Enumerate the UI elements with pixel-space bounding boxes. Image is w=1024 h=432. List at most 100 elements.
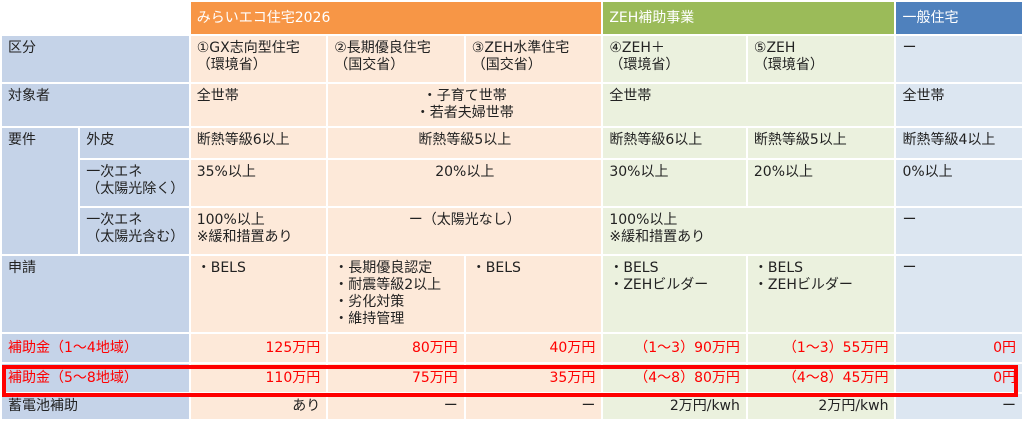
header-row: みらいエコ住宅2026 ZEH補助事業 一般住宅 xyxy=(2,2,1022,34)
row-label-chikuden: 蓄電池補助 xyxy=(2,394,189,419)
cell-taisho-gx: 全世帯 xyxy=(190,84,327,126)
subsidy-comparison-table: みらいエコ住宅2026 ZEH補助事業 一般住宅 区分 ①GX志向型住宅 （環境… xyxy=(2,2,1022,419)
cell-gaihi-zeh-plus: 断熱等級6以上 xyxy=(603,128,746,158)
row-gaihi: 要件 外皮 断熱等級6以上 断熱等級5以上 断熱等級6以上 断熱等級5以上 断熱… xyxy=(2,128,1022,254)
cell-ichiji-excl-choki-zeh: 20%以上 xyxy=(328,160,602,206)
cell-ichiji-excl-general: 0%以上 xyxy=(896,160,1022,206)
list-item: ・BELS xyxy=(753,260,804,276)
cell-subtext: （環境省） xyxy=(609,57,680,73)
row-shinsei: 申請 ・BELS ・長期優良認定 ・耐震等級2以上 ・劣化対策 ・維持管理 ・B… xyxy=(2,256,1022,332)
list-item: ・維持管理 xyxy=(334,311,405,327)
header-blank xyxy=(2,2,189,34)
cell-shinsei-gx: ・BELS xyxy=(190,256,327,332)
list-item: ・ZEHビルダー xyxy=(753,277,853,293)
row-label-shinsei: 申請 xyxy=(2,256,189,332)
row-label-yoken: 要件 xyxy=(2,128,79,254)
cell-hojo14-choki: 80万円 xyxy=(328,334,464,362)
header-zeh-subsidy: ZEH補助事業 xyxy=(603,2,895,34)
cell-hojo14-zeh-plus: （1～3）90万円 xyxy=(603,334,746,362)
cell-kubun-gx: ①GX志向型住宅 （環境省） xyxy=(190,36,327,82)
cell-shinsei-zeh: ・BELS ・ZEHビルダー xyxy=(747,256,895,332)
cell-chikuden-zeh-plus: 2万円/kwh xyxy=(603,394,746,419)
sub-label-gaihi: 外皮 xyxy=(80,128,189,158)
cell-taisho-choki-zeh: ・子育て世帯 ・若者夫婦世帯 xyxy=(328,84,602,126)
cell-text: ①GX志向型住宅 xyxy=(196,40,300,56)
cell-subtext: （環境省） xyxy=(753,57,824,73)
cell-hojo58-zeh-plus: （4～8）80万円 xyxy=(603,364,746,392)
cell-text: ・子育て世帯 xyxy=(422,88,507,104)
sub-label-ichiji-excl: 一次エネ （太陽光除く） xyxy=(80,160,189,206)
cell-hojo14-zeh: （1～3）55万円 xyxy=(747,334,895,362)
sub-label-ichiji-incl: 一次エネ （太陽光含む） xyxy=(80,208,189,254)
cell-text: ※緩和措置あり xyxy=(609,229,706,245)
cell-gaihi-choki-zeh: 断熱等級5以上 xyxy=(328,128,602,158)
cell-text: （太陽光含む） xyxy=(86,229,185,245)
list-item: ・劣化対策 xyxy=(334,294,405,310)
cell-text: ・若者夫婦世帯 xyxy=(415,105,514,121)
cell-chikuden-gx: あり xyxy=(190,394,327,419)
cell-hojo14-gx: 125万円 xyxy=(190,334,327,362)
cell-hojo14-general: 0円 xyxy=(896,334,1022,362)
cell-kubun-zeh-plus: ④ZEH＋ （環境省） xyxy=(603,36,746,82)
cell-hojo58-gx: 110万円 xyxy=(190,364,327,392)
cell-ichiji-incl-general: ー xyxy=(896,208,1022,254)
cell-subtext: （国交省） xyxy=(471,57,542,73)
cell-chikuden-zeh-suijun: ー xyxy=(465,394,602,419)
row-label-hojo-5-8: 補助金（5～8地域） xyxy=(2,364,189,392)
cell-text: ④ZEH＋ xyxy=(609,40,665,56)
cell-gaihi-zeh: 断熱等級5以上 xyxy=(747,128,895,158)
cell-hojo58-zeh: （4～8）45万円 xyxy=(747,364,895,392)
list-item: ・BELS xyxy=(609,260,659,276)
cell-shinsei-zeh-suijun: ・BELS xyxy=(465,256,602,332)
cell-gaihi-gx: 断熱等級6以上 xyxy=(190,128,327,158)
cell-text: ⑤ZEH xyxy=(753,40,796,56)
cell-shinsei-zeh-plus: ・BELS ・ZEHビルダー xyxy=(603,256,746,332)
cell-text: 一次エネ xyxy=(86,212,143,228)
list-item: ・長期優良認定 xyxy=(334,260,433,276)
cell-text: ③ZEH水準住宅 xyxy=(471,40,570,56)
row-ichiji-excl-solar: 一次エネ （太陽光除く） 35%以上 20%以上 30%以上 20%以上 0%以… xyxy=(2,160,1022,206)
cell-text: 100%以上 xyxy=(196,212,265,228)
cell-hojo14-zeh-suijun: 40万円 xyxy=(465,334,602,362)
cell-ichiji-excl-zeh-plus: 30%以上 xyxy=(603,160,746,206)
header-mirai-eco: みらいエコ住宅2026 xyxy=(190,2,602,34)
cell-hojo58-zeh-suijun: 35万円 xyxy=(465,364,602,392)
row-taisho: 対象者 全世帯 ・子育て世帯 ・若者夫婦世帯 全世帯 全世帯 xyxy=(2,84,1022,126)
cell-kubun-zeh-suijun: ③ZEH水準住宅 （国交省） xyxy=(465,36,602,82)
header-general-housing: 一般住宅 xyxy=(896,2,1022,34)
cell-hojo58-general: 0円 xyxy=(896,364,1022,392)
list-item: ・ZEHビルダー xyxy=(609,277,709,293)
cell-kubun-zeh: ⑤ZEH （環境省） xyxy=(747,36,895,82)
cell-text: ②長期優良住宅 xyxy=(334,40,431,56)
cell-ichiji-excl-gx: 35%以上 xyxy=(190,160,327,206)
cell-kubun-choki: ②長期優良住宅 （国交省） xyxy=(328,36,464,82)
cell-shinsei-choki: ・長期優良認定 ・耐震等級2以上 ・劣化対策 ・維持管理 xyxy=(328,256,464,332)
cell-ichiji-excl-zeh: 20%以上 xyxy=(747,160,895,206)
row-chikuden: 蓄電池補助 あり ー ー 2万円/kwh 2万円/kwh ー xyxy=(2,394,1022,419)
cell-ichiji-incl-choki-zeh: ー（太陽光なし） xyxy=(328,208,602,254)
row-hojo-5-8: 補助金（5～8地域） 110万円 75万円 35万円 （4～8）80万円 （4～… xyxy=(2,364,1022,392)
row-hojo-1-4: 補助金（1～4地域） 125万円 80万円 40万円 （1～3）90万円 （1～… xyxy=(2,334,1022,362)
cell-taisho-general: 全世帯 xyxy=(896,84,1022,126)
cell-chikuden-zeh: 2万円/kwh xyxy=(747,394,895,419)
cell-subtext: （国交省） xyxy=(334,57,405,73)
cell-subtext: （環境省） xyxy=(196,57,267,73)
cell-text: 一次エネ xyxy=(86,164,143,180)
cell-chikuden-choki: ー xyxy=(328,394,464,419)
cell-hojo58-choki: 75万円 xyxy=(328,364,464,392)
cell-ichiji-incl-gx: 100%以上 ※緩和措置あり xyxy=(190,208,327,254)
cell-text: （太陽光除く） xyxy=(86,181,185,197)
row-ichiji-incl-solar: 一次エネ （太陽光含む） 100%以上 ※緩和措置あり ー（太陽光なし） 100… xyxy=(2,208,1022,254)
list-item: ・耐震等級2以上 xyxy=(334,277,442,293)
row-label-taisho: 対象者 xyxy=(2,84,189,126)
cell-shinsei-general: ー xyxy=(896,256,1022,332)
cell-kubun-general: ー xyxy=(896,36,1022,82)
row-label-hojo-1-4: 補助金（1～4地域） xyxy=(2,334,189,362)
cell-ichiji-incl-zeh: 100%以上 ※緩和措置あり xyxy=(603,208,895,254)
cell-chikuden-general: ー xyxy=(896,394,1022,419)
cell-taisho-zeh: 全世帯 xyxy=(603,84,895,126)
cell-gaihi-general: 断熱等級4以上 xyxy=(896,128,1022,158)
row-kubun: 区分 ①GX志向型住宅 （環境省） ②長期優良住宅 （国交省） ③ZEH水準住宅… xyxy=(2,36,1022,82)
cell-text: ※緩和措置あり xyxy=(196,229,293,245)
